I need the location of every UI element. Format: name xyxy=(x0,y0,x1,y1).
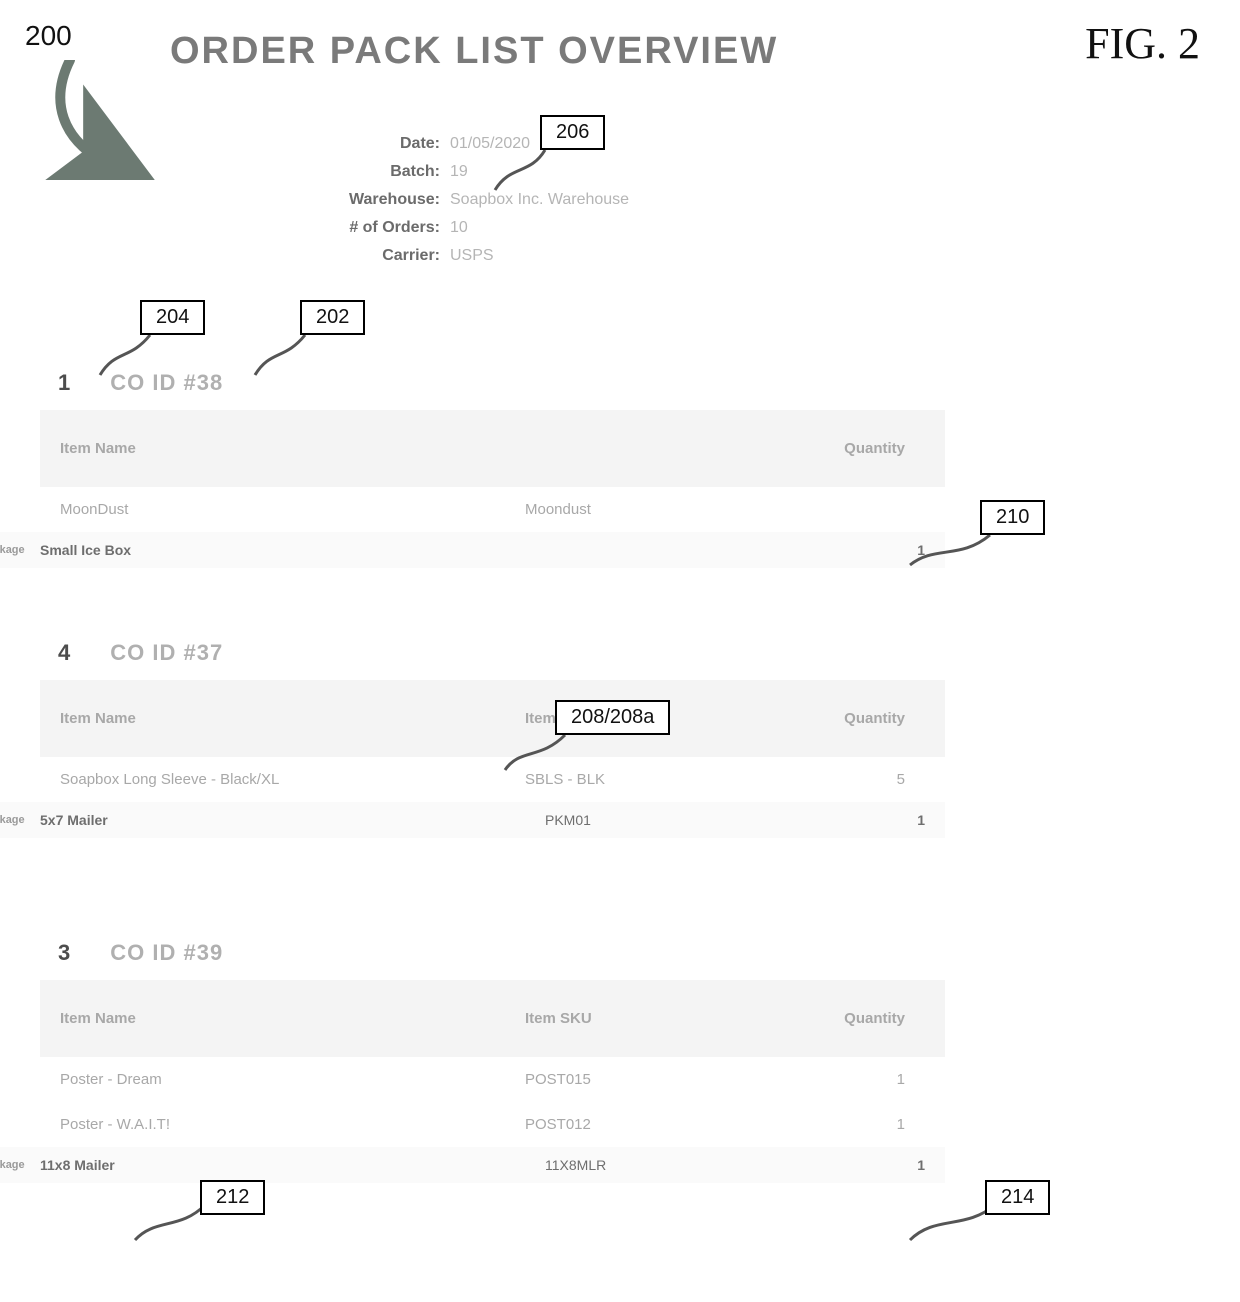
package-row: Package 5x7 Mailer PKM01 1 xyxy=(0,802,945,838)
package-name: 11x8 Mailer xyxy=(40,1157,545,1173)
package-label: Package xyxy=(0,814,40,826)
callout-214: 214 xyxy=(985,1180,1050,1215)
order-table: Item Name Quantity MoonDust Moondust Pac… xyxy=(40,410,945,568)
figure-canvas: 200 FIG. 2 ORDER PACK LIST OVERVIEW Date… xyxy=(0,0,1240,1302)
reference-numeral-200: 200 xyxy=(25,20,72,52)
lead-206 xyxy=(490,145,560,195)
table-row: MoonDust Moondust xyxy=(40,487,945,532)
package-qty: 1 xyxy=(805,1157,945,1173)
meta-label-warehouse: Warehouse: xyxy=(320,186,440,214)
package-name: Small Ice Box xyxy=(40,542,545,558)
meta-value-carrier: USPS xyxy=(450,242,494,270)
meta-row-orders: # of Orders: 10 xyxy=(320,214,740,242)
meta-label-orders: # of Orders: xyxy=(320,214,440,242)
package-name: 5x7 Mailer xyxy=(40,812,545,828)
item-name-cell: MoonDust xyxy=(60,501,525,518)
table-row: Poster - Dream POST015 1 xyxy=(40,1057,945,1102)
figure-label: FIG. 2 xyxy=(1085,18,1200,69)
item-sku-cell: Moondust xyxy=(525,501,785,518)
item-sku-cell: POST012 xyxy=(525,1116,785,1133)
table-row: Soapbox Long Sleeve - Black/XL SBLS - BL… xyxy=(40,757,945,802)
table-header: Item Name Quantity xyxy=(40,410,945,487)
callout-206: 206 xyxy=(540,115,605,150)
col-quantity: Quantity xyxy=(785,1010,925,1027)
col-item-name: Item Name xyxy=(60,440,525,457)
col-item-name: Item Name xyxy=(60,1010,525,1027)
package-label: Package xyxy=(0,544,40,556)
lead-202 xyxy=(250,330,320,380)
callout-204: 204 xyxy=(140,300,205,335)
col-quantity: Quantity xyxy=(785,710,925,727)
meta-value-orders: 10 xyxy=(450,214,468,242)
order-head: 1 CO ID #38 xyxy=(40,370,945,396)
package-qty: 1 xyxy=(805,812,945,828)
order-block-2: 4 CO ID #37 Item Name Item SKU Quantity … xyxy=(40,640,945,838)
callout-212: 212 xyxy=(200,1180,265,1215)
order-index: 1 xyxy=(58,370,70,396)
item-name-cell: Soapbox Long Sleeve - Black/XL xyxy=(60,771,525,788)
order-table: Item Name Item SKU Quantity Soapbox Long… xyxy=(40,680,945,838)
order-coid: CO ID #39 xyxy=(110,940,223,966)
page-title: ORDER PACK LIST OVERVIEW xyxy=(170,30,778,73)
package-row: Package Small Ice Box 1 xyxy=(0,532,945,568)
order-head: 3 CO ID #39 xyxy=(40,940,945,966)
callout-202: 202 xyxy=(300,300,365,335)
package-row: Package 11x8 Mailer 11X8MLR 1 xyxy=(0,1147,945,1183)
item-qty-cell: 5 xyxy=(785,771,925,788)
order-index: 3 xyxy=(58,940,70,966)
meta-label-date: Date: xyxy=(320,130,440,158)
order-block-3: 3 CO ID #39 Item Name Item SKU Quantity … xyxy=(40,940,945,1183)
col-quantity: Quantity xyxy=(785,440,925,457)
package-label: Package xyxy=(0,1159,40,1171)
table-header: Item Name Item SKU Quantity xyxy=(40,980,945,1057)
col-item-name: Item Name xyxy=(60,710,525,727)
order-index: 4 xyxy=(58,640,70,666)
item-sku-cell: POST015 xyxy=(525,1071,785,1088)
item-name-cell: Poster - Dream xyxy=(60,1071,525,1088)
lead-210 xyxy=(905,530,995,570)
order-block-1: 1 CO ID #38 Item Name Quantity MoonDust … xyxy=(40,370,945,568)
item-qty-cell: 1 xyxy=(785,1071,925,1088)
meta-label-carrier: Carrier: xyxy=(320,242,440,270)
callout-210: 210 xyxy=(980,500,1045,535)
meta-value-batch: 19 xyxy=(450,158,468,186)
table-row: Poster - W.A.I.T! POST012 1 xyxy=(40,1102,945,1147)
arrow-from-200 xyxy=(40,60,160,180)
callout-208: 208/208a xyxy=(555,700,670,735)
item-name-cell: Poster - W.A.I.T! xyxy=(60,1116,525,1133)
table-header: Item Name Item SKU Quantity xyxy=(40,680,945,757)
order-coid: CO ID #37 xyxy=(110,640,223,666)
meta-row-carrier: Carrier: USPS xyxy=(320,242,740,270)
meta-label-batch: Batch: xyxy=(320,158,440,186)
item-qty-cell: 1 xyxy=(785,1116,925,1133)
order-table: Item Name Item SKU Quantity Poster - Dre… xyxy=(40,980,945,1183)
lead-208 xyxy=(500,730,580,775)
col-item-sku: Item SKU xyxy=(525,1010,785,1027)
package-sku: PKM01 xyxy=(545,812,805,828)
package-sku: 11X8MLR xyxy=(545,1157,805,1173)
order-head: 4 CO ID #37 xyxy=(40,640,945,666)
lead-204 xyxy=(95,330,165,380)
